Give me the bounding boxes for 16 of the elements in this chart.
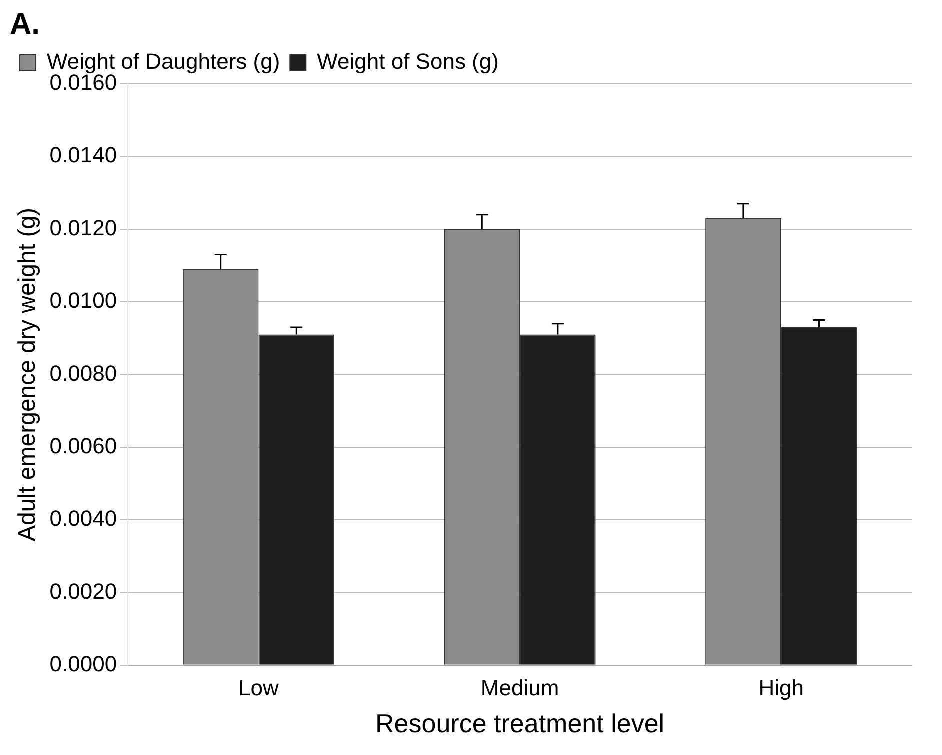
- y-tick-label: 0.0100: [50, 288, 118, 314]
- legend-label: Weight of Sons (g): [317, 49, 499, 74]
- legend-label: Weight of Daughters (g): [47, 49, 280, 74]
- y-tick-label: 0.0080: [50, 360, 118, 386]
- x-tick-label: Medium: [480, 676, 560, 701]
- x-tick-label: High: [758, 676, 804, 701]
- text: A.: [10, 8, 40, 42]
- y-tick-label: 0.0040: [50, 506, 118, 532]
- y-tick-label: 0.0060: [50, 433, 118, 458]
- y-tick-label: 0.0140: [50, 142, 118, 168]
- y-axis-title: Adult emergence dry weight (g): [14, 208, 42, 542]
- y-tick-label: 0.0000: [50, 651, 118, 676]
- x-axis-title: Resource treatment level: [376, 708, 665, 739]
- x-tick-label: Low: [238, 676, 280, 701]
- y-tick-label: 0.0020: [50, 578, 118, 604]
- y-tick-label: 0.0120: [50, 215, 118, 240]
